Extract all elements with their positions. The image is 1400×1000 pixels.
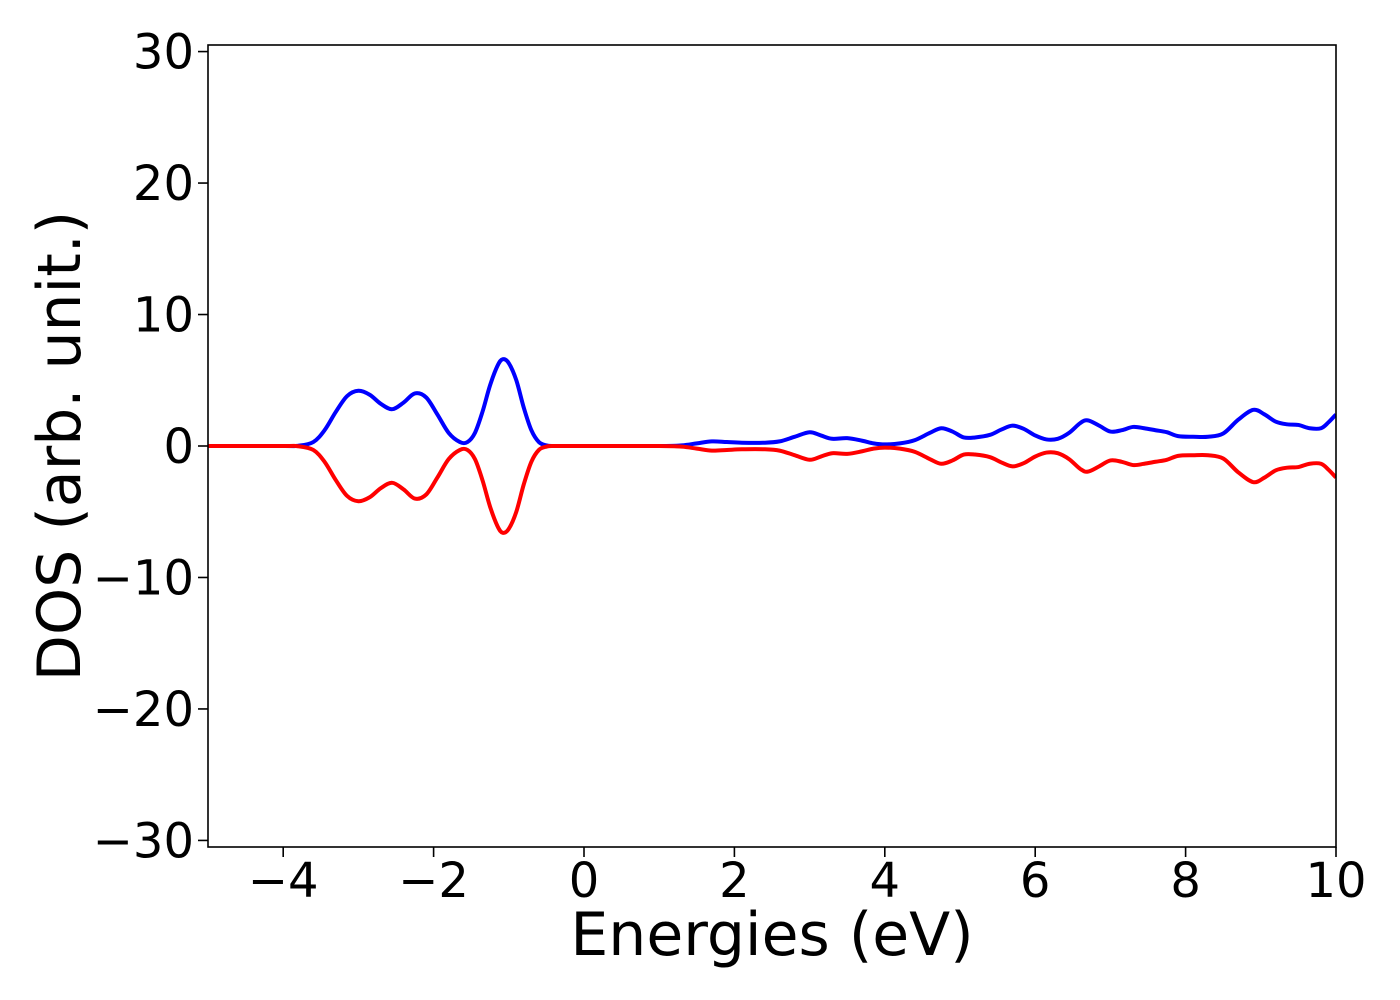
y-tick-label: −30 (93, 813, 194, 869)
y-tick-label: 10 (133, 288, 194, 344)
x-tick-label: 6 (1020, 853, 1051, 909)
plot-frame (207, 44, 1337, 848)
x-tick-label: 10 (1305, 853, 1366, 909)
y-tick-label: −20 (93, 682, 194, 738)
x-tick-label: 2 (719, 853, 750, 909)
x-tick-label: −2 (398, 853, 469, 909)
x-tick-label: −4 (248, 853, 319, 909)
x-tick-label: 0 (569, 853, 600, 909)
x-axis: −4 −2 0 2 4 6 8 10 (248, 847, 1367, 909)
y-tick-label: 30 (133, 25, 194, 81)
x-tick-label: 4 (870, 853, 901, 909)
series-line-2 (208, 443, 1336, 535)
y-tick-label: −10 (93, 550, 194, 606)
series-line-1 (208, 357, 1336, 449)
series-layer (208, 357, 1336, 535)
x-tick-label: 8 (1170, 853, 1201, 909)
x-axis-label: Energies (eV) (570, 900, 973, 970)
y-axis-label: DOS (arb. unit.) (25, 211, 95, 681)
y-tick-label: 0 (163, 419, 194, 475)
y-tick-label: 20 (133, 156, 194, 212)
y-axis: −30 −20 −10 0 10 20 30 (93, 25, 208, 869)
